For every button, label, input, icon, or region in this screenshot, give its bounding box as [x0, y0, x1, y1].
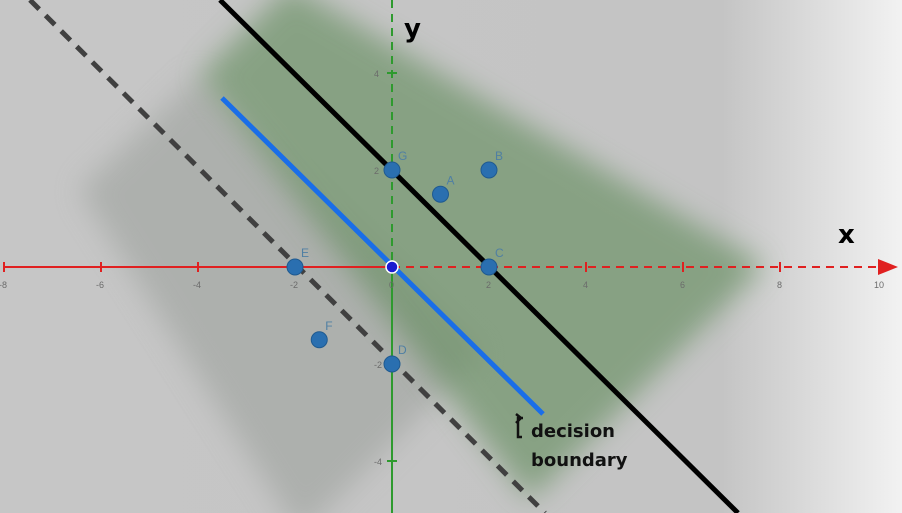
- y-tick-label: 2: [374, 166, 379, 176]
- annotation-line-2: boundary: [531, 450, 628, 471]
- origin-point[interactable]: [385, 260, 399, 274]
- x-tick-label: 10: [874, 280, 884, 290]
- margin-line: [218, 0, 740, 513]
- point-label-b: B: [495, 149, 503, 163]
- point-label-c: C: [495, 246, 504, 260]
- green-margin-region: [200, 0, 765, 500]
- point-label-d: D: [398, 343, 407, 357]
- y-axis-label: y: [404, 14, 421, 44]
- annotation-line-1: decision: [531, 421, 615, 442]
- point-label-g: G: [398, 149, 407, 163]
- dashed-margin-line: [28, 0, 547, 513]
- y-tick-label: 4: [374, 69, 379, 79]
- x-tick-label: -8: [0, 280, 7, 290]
- points-layer: G A B C E F D: [286, 149, 504, 373]
- x-tick-label: 6: [680, 280, 685, 290]
- point-d[interactable]: [383, 355, 401, 373]
- x-tick-label: 8: [777, 280, 782, 290]
- point-label-f: F: [325, 319, 332, 333]
- x-axis-arrow-icon: [878, 259, 898, 275]
- curved-arrow-icon: [515, 413, 523, 439]
- point-f[interactable]: [310, 331, 328, 349]
- x-tick-label: 0: [389, 280, 394, 290]
- x-tick-label: 4: [583, 280, 588, 290]
- lower-shaded-band: [80, 75, 480, 513]
- point-b[interactable]: [480, 161, 498, 179]
- x-tick-label: 2: [486, 280, 491, 290]
- y-tick-label: -4: [374, 457, 382, 467]
- point-g[interactable]: [383, 161, 401, 179]
- point-c[interactable]: [480, 258, 498, 276]
- x-tick-label: -2: [290, 280, 298, 290]
- point-a[interactable]: [432, 185, 449, 203]
- decision-boundary-line: [220, 96, 545, 416]
- point-e[interactable]: [286, 258, 304, 276]
- decision-boundary-annotation: decision boundary: [515, 413, 628, 471]
- x-axis-label: x: [838, 220, 855, 250]
- x-tick-label: -4: [193, 280, 201, 290]
- y-tick-label: -2: [374, 360, 382, 370]
- point-label-e: E: [301, 246, 309, 260]
- x-tick-label: -6: [96, 280, 104, 290]
- point-label-a: A: [447, 173, 455, 187]
